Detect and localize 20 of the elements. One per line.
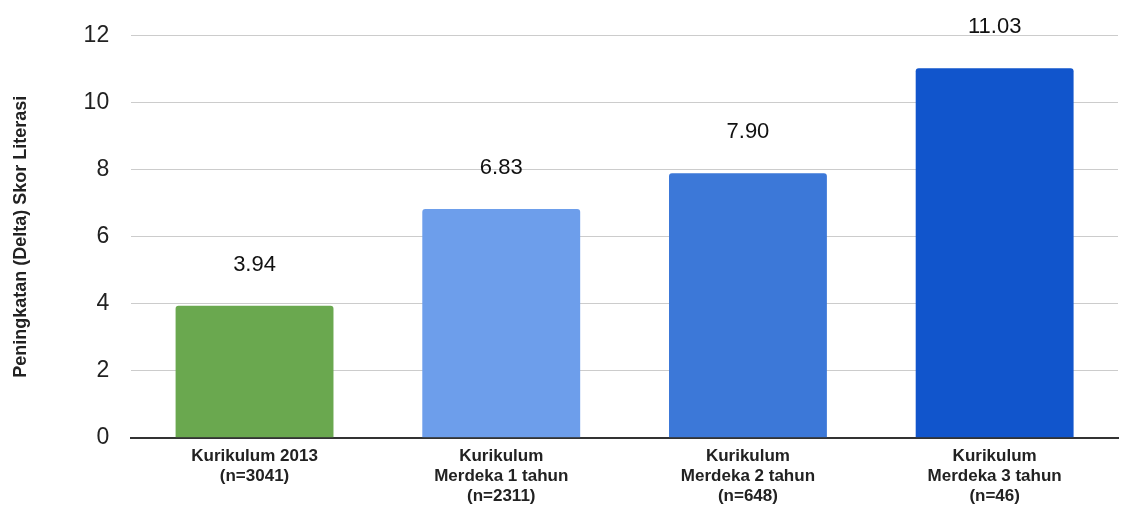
y-tick-label: 4: [96, 289, 110, 316]
data-label: 6.83: [479, 154, 523, 180]
y-tick-label: 12: [83, 21, 110, 48]
bar: [669, 173, 827, 438]
data-label: 7.90: [726, 118, 770, 144]
y-tick-label: 8: [96, 155, 110, 182]
y-tick-label: 10: [83, 88, 110, 115]
y-tick-label: 6: [96, 222, 110, 249]
data-label: 11.03: [967, 13, 1022, 39]
x-tick-label: Kurikulum 2013 (n=3041): [191, 445, 318, 486]
x-tick-label: Kurikulum Merdeka 3 tahun (n=46): [927, 445, 1062, 506]
x-tick-label: Kurikulum Merdeka 2 tahun (n=648): [680, 445, 816, 506]
bar: [915, 68, 1074, 438]
y-tick-label: 0: [96, 423, 110, 450]
data-label: 3.94: [233, 250, 276, 276]
y-tick-label: 2: [96, 356, 110, 383]
x-tick-label: Kurikulum Merdeka 1 tahun (n=2311): [434, 445, 569, 506]
bar: [422, 209, 581, 438]
y-axis-title: Peningkatan (Delta) Skor Literasi: [9, 95, 30, 378]
bar: [175, 305, 334, 438]
